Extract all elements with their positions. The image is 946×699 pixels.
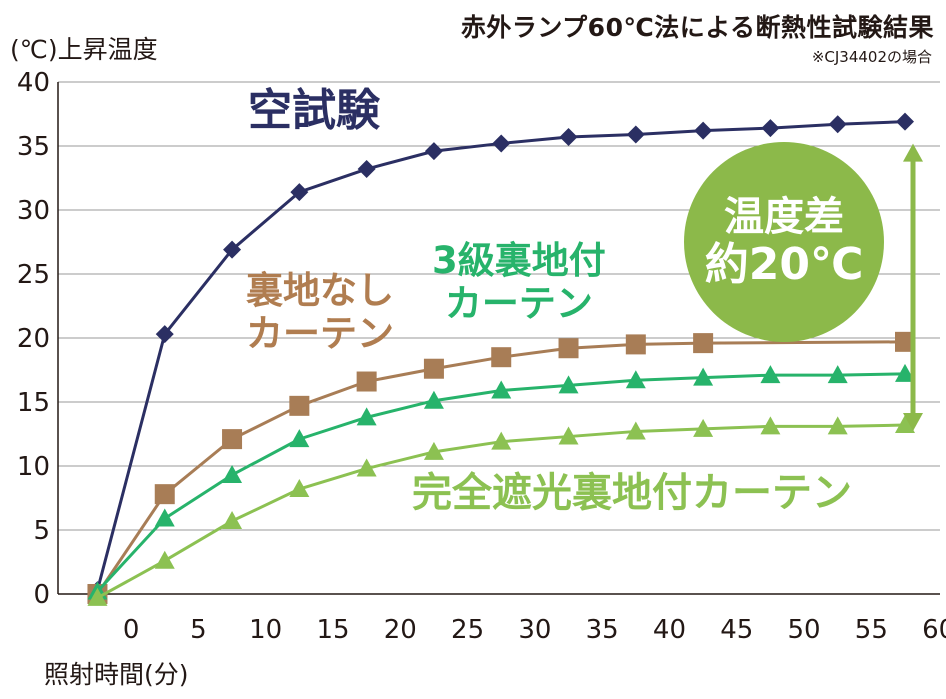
data-point — [559, 128, 578, 147]
x-tick-label: 10 — [249, 615, 282, 645]
data-point — [222, 429, 243, 450]
y-tick-label: 15 — [17, 388, 50, 418]
x-axis-label: 照射時間(分) — [44, 660, 189, 689]
difference-arrow-head-bottom — [903, 413, 923, 432]
series-label-3kyu-line2: カーテン — [444, 281, 593, 325]
y-tick-label: 0 — [33, 580, 50, 610]
data-point — [558, 426, 579, 445]
data-point — [492, 134, 511, 153]
series-2 — [87, 363, 915, 600]
data-point — [827, 416, 848, 435]
temperature-difference-badge: 温度差 約20℃ — [684, 142, 884, 342]
data-point — [424, 142, 443, 161]
data-point — [87, 587, 108, 606]
data-point — [625, 370, 646, 389]
data-point — [558, 338, 579, 359]
series-label-3kyu-line1: 3級裏地付 — [432, 239, 606, 282]
chart-title: 赤外ランプ60℃法による断熱性試験結果 — [460, 13, 934, 42]
data-point — [357, 160, 376, 179]
data-point — [626, 125, 645, 144]
series-3 — [87, 415, 915, 606]
data-point — [896, 112, 914, 131]
data-point — [423, 358, 444, 379]
x-tick-label: 20 — [384, 615, 417, 645]
data-point — [693, 367, 714, 386]
data-point — [356, 407, 377, 426]
data-point — [423, 390, 444, 409]
data-point — [827, 365, 848, 384]
x-tick-label: 60 — [922, 615, 946, 645]
data-point — [356, 371, 377, 392]
data-point — [895, 331, 915, 352]
y-tick-label: 20 — [17, 324, 50, 354]
x-tick-label: 55 — [855, 615, 888, 645]
data-point — [558, 375, 579, 394]
data-point — [760, 365, 781, 384]
data-point — [760, 416, 781, 435]
y-tick-label: 10 — [17, 452, 50, 482]
data-point — [895, 415, 915, 434]
data-point — [625, 334, 646, 355]
y-tick-label: 5 — [33, 516, 50, 546]
series-label-3kyu: 3級裏地付 カーテン — [432, 239, 606, 325]
data-point — [155, 325, 174, 344]
difference-arrow-head-top — [903, 143, 923, 162]
series-label-urachi-line2: カーテン — [246, 311, 394, 355]
x-tick-label: 35 — [586, 615, 619, 645]
data-point — [222, 511, 243, 530]
series-line — [96, 340, 906, 595]
series-1 — [87, 331, 915, 604]
x-tick-label: 15 — [316, 615, 349, 645]
data-point — [289, 429, 310, 448]
data-point — [290, 183, 309, 202]
data-point — [491, 431, 512, 450]
series-label-kara: 空試験 — [248, 85, 380, 136]
data-point — [222, 464, 243, 483]
series-label-urachi-nashi: 裏地なし カーテン — [246, 269, 394, 355]
data-point — [693, 418, 714, 437]
chart-subtitle: ※CJ34402の場合 — [811, 48, 932, 66]
x-tick-label: 30 — [518, 615, 551, 645]
data-point — [761, 119, 780, 138]
data-point — [289, 395, 310, 416]
data-point — [828, 115, 847, 134]
data-point — [423, 441, 444, 460]
badge-line-2: 約20℃ — [704, 238, 864, 290]
y-tick-label: 25 — [17, 260, 50, 290]
series-label-urachi-line1: 裏地なし — [246, 269, 394, 312]
x-tick-label: 50 — [788, 615, 821, 645]
x-tick-label: 40 — [653, 615, 686, 645]
x-tick-label: 5 — [190, 615, 207, 645]
data-point — [694, 121, 713, 140]
y-tick-label: 35 — [17, 132, 50, 162]
x-tick-label: 25 — [451, 615, 484, 645]
data-point — [491, 347, 512, 368]
y-axis-label: (℃)上昇温度 — [10, 35, 158, 64]
data-point — [491, 380, 512, 399]
badge-line-1: 温度差 — [724, 193, 844, 240]
x-tick-label: 0 — [123, 615, 140, 645]
data-point — [625, 421, 646, 440]
data-point — [693, 333, 714, 354]
series-label-kanzen: 完全遮光裏地付カーテン — [412, 470, 852, 516]
y-tick-label: 40 — [17, 68, 50, 98]
data-point — [154, 550, 175, 569]
data-point — [154, 484, 175, 505]
x-tick-label: 45 — [720, 615, 753, 645]
data-point — [154, 508, 175, 527]
data-point — [356, 458, 377, 477]
data-point — [289, 479, 310, 498]
data-point — [895, 363, 915, 382]
y-tick-label: 30 — [17, 196, 50, 226]
data-point — [223, 240, 242, 259]
